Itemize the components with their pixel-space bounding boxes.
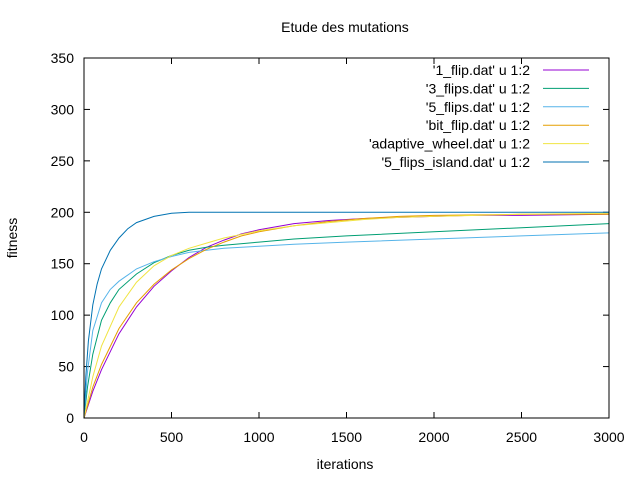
y-tick-label: 150 (51, 256, 75, 272)
legend-label: '5_flips_island.dat' u 1:2 (381, 154, 530, 170)
y-tick-label: 100 (51, 307, 75, 323)
y-tick-label: 200 (51, 204, 75, 220)
series-line-1 (83, 213, 610, 419)
x-tick-label: 2500 (506, 429, 537, 445)
x-tick-label: 0 (80, 429, 88, 445)
series-line-5 (83, 212, 610, 419)
x-tick-label: 3000 (593, 429, 624, 445)
y-tick-label: 50 (58, 359, 74, 375)
y-tick-label: 250 (51, 153, 75, 169)
series-lines (83, 211, 610, 419)
x-tick-label: 2000 (418, 429, 449, 445)
x-tick-label: 500 (160, 429, 184, 445)
y-tick-label: 0 (66, 410, 74, 426)
chart-title: Etude des mutations (281, 19, 409, 35)
series-line-4 (83, 213, 609, 419)
series-line-6 (83, 211, 609, 419)
legend-label: '5_flips.dat' u 1:2 (426, 99, 530, 115)
y-tick-label: 350 (51, 50, 75, 66)
x-axis-label: iterations (317, 456, 374, 472)
series-line-3 (83, 232, 610, 419)
legend-label: 'adaptive_wheel.dat' u 1:2 (369, 136, 530, 152)
legend-label: '1_flip.dat' u 1:2 (433, 62, 530, 78)
series-line-2 (83, 223, 610, 419)
x-tick-label: 1000 (243, 429, 274, 445)
legend-label: 'bit_flip.dat' u 1:2 (426, 117, 530, 133)
y-tick-label: 300 (51, 101, 75, 117)
axis-ticks: 0 500 1000 1500 2000 2500 3000 0 50 100 150 200 250 3… (51, 50, 625, 445)
y-axis-label: fitness (4, 218, 20, 258)
x-tick-label: 1500 (331, 429, 362, 445)
legend: '1_flip.dat' u 1:2 '3_flips.dat' u 1:2 '5_… (369, 62, 589, 170)
plot-frame (83, 57, 610, 419)
legend-label: '3_flips.dat' u 1:2 (426, 80, 530, 96)
